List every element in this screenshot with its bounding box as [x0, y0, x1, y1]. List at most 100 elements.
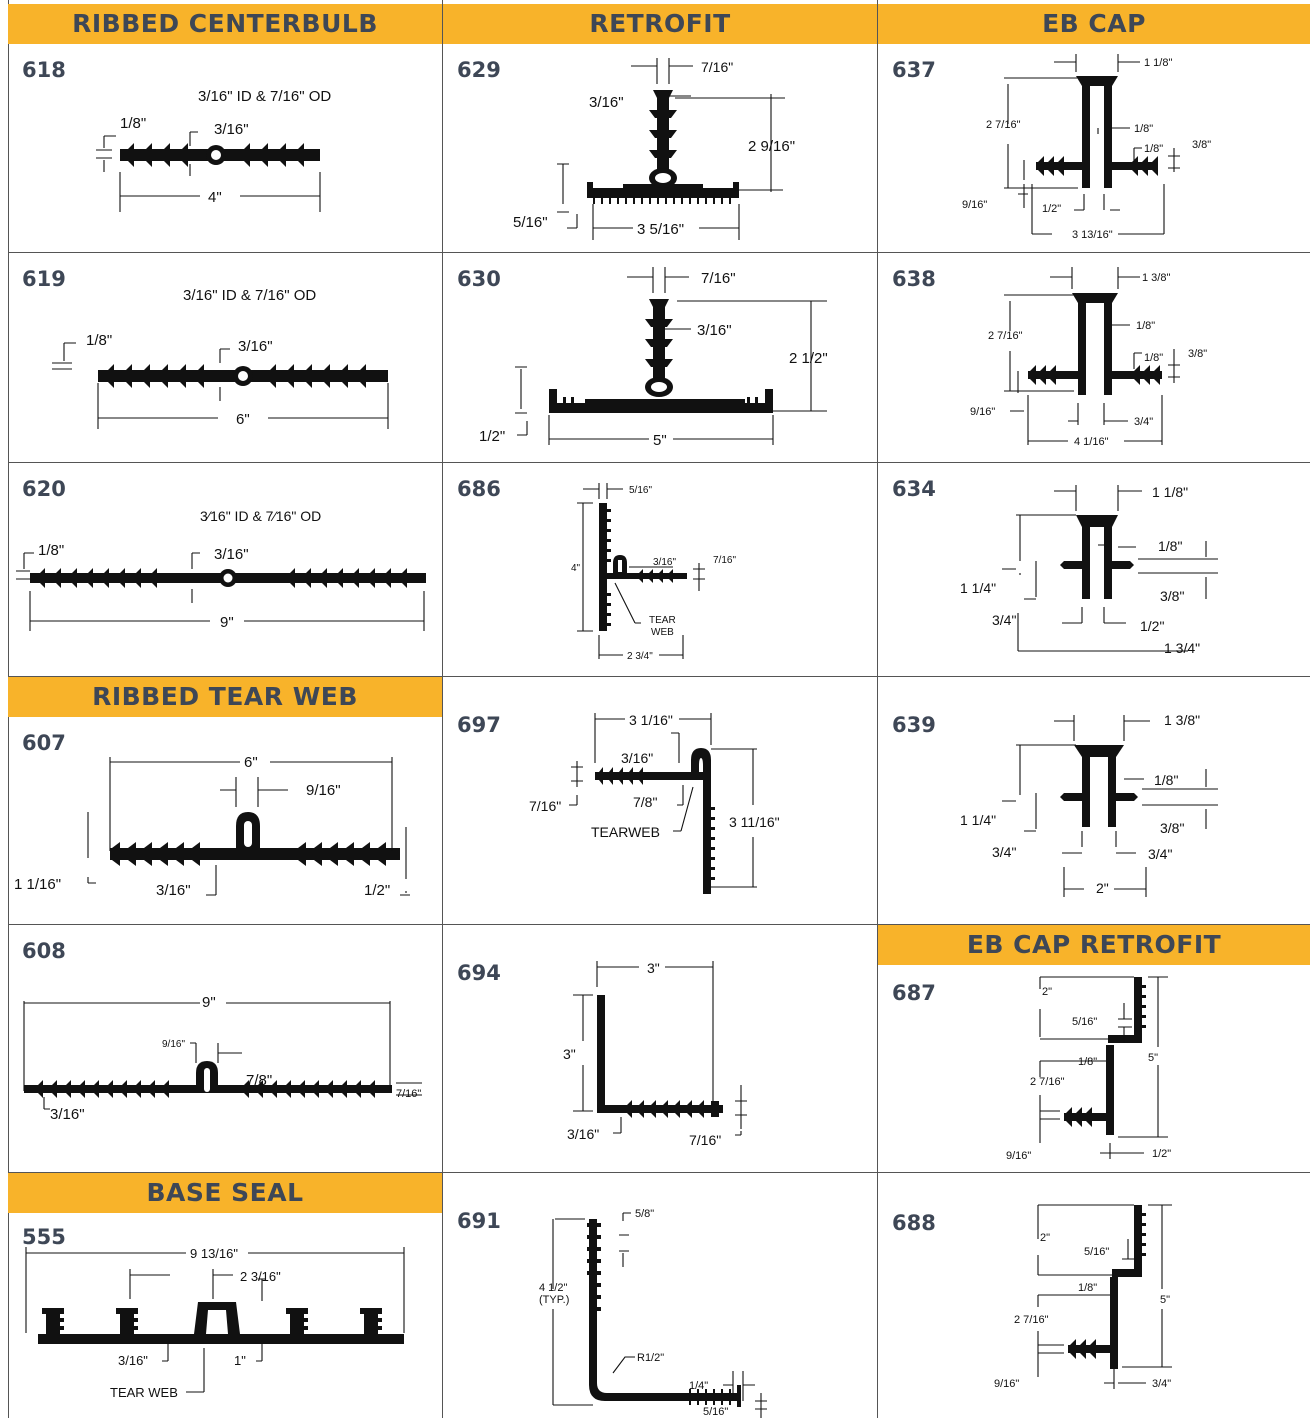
profile-618-drawing: 3/16" ID & 7/16" OD 1/8" 3/16" 4" [96, 88, 331, 212]
bulb-hole [651, 382, 667, 392]
dim-label: 1/4" [689, 1380, 708, 1392]
dim-label: 1/2" [1152, 1148, 1171, 1160]
dim-label: 3/8" [1160, 820, 1184, 836]
dimension-lines [23, 1001, 422, 1110]
dim-label: 1/2" [479, 428, 505, 445]
profile-697-drawing: 3 1/16" 3/16" 7/16" 7/8" TEARWEB 3 11/16… [529, 712, 780, 894]
profile-687-drawing: 2" 5/16" 1/8" 5" 2 7/16" 9/16" 1/2" [1006, 976, 1171, 1162]
product-code: 686 [457, 477, 501, 501]
dim-label: 3/16" [697, 322, 732, 339]
grid-line [8, 924, 1310, 925]
grid-line [8, 1172, 1310, 1173]
dim-label: 3 5/16" [637, 221, 684, 238]
dimension-lines [52, 342, 389, 429]
side-webs [1028, 371, 1162, 379]
dim-label: 3/4" [992, 844, 1016, 860]
dim-label: R1/2" [637, 1352, 664, 1364]
section-header-eb-cap-retrofit: EB CAP RETROFIT [878, 925, 1310, 965]
dim-label: 3 1/16" [629, 712, 673, 728]
base-teeth [689, 1385, 741, 1407]
dim-label: 3/16" [118, 1353, 148, 1368]
base-teeth [593, 198, 731, 204]
dimension-lines [96, 131, 321, 212]
dim-label: 1/8" [1078, 1056, 1097, 1068]
tear-web-hole [206, 1310, 228, 1334]
product-code: 697 [457, 713, 501, 737]
dim-label: 1 1/4" [960, 580, 996, 596]
profile-634-drawing: 1 1/8" 1/8" 1 1/4" 3/8" 3/4" 1/2" 1 3/4" [960, 484, 1218, 656]
dim-label: 3/16" [50, 1106, 85, 1123]
flange-teeth [1142, 1213, 1146, 1256]
dimension-lines [1039, 976, 1168, 1159]
dim-label: 9/16" [1006, 1150, 1031, 1162]
dim-label: 9/16" [962, 199, 987, 211]
product-code: 637 [892, 58, 936, 82]
dim-label: 2 3/4" [627, 651, 653, 662]
base-flange [587, 188, 739, 198]
product-code: 555 [22, 1225, 66, 1249]
profile-608-drawing: 9" 9/16" 7/8" 7/16" 3/16" [23, 994, 422, 1123]
horizontal-web [607, 573, 687, 579]
product-code: 691 [457, 1209, 501, 1233]
product-code: 608 [22, 939, 66, 963]
dim-label: 7/16" [689, 1132, 721, 1148]
product-620: 620 3⁄16" ID & 7⁄16" OD 1/8" 3/16" 9" [8, 463, 442, 676]
dim-label: 4" [571, 563, 581, 574]
product-code: 687 [892, 981, 936, 1005]
dim-label: 2 7/16" [1030, 1076, 1065, 1088]
product-637: 637 1 1/8" 2 7/16" 1/8" 1/8" 3/8" 9/16" … [878, 44, 1310, 252]
section-header-ribbed-centerbulb: RIBBED CENTERBULB [8, 4, 442, 44]
bulb-hole [238, 371, 248, 381]
base-flange [549, 403, 773, 413]
dim-label: 3/4" [1152, 1378, 1171, 1390]
dim-label: TEAR WEB [110, 1385, 178, 1400]
dim-label: 3/16" [621, 750, 653, 766]
dim-label: 9/16" [162, 1039, 185, 1050]
profile-629-drawing: 7/16" 3/16" 2 9/16" 5/16" 3 5/16" [513, 58, 795, 240]
dim-label: 5" [1160, 1294, 1170, 1306]
profile-694-drawing: 3" 3" 3/16" 7/16" [563, 960, 747, 1148]
dim-label: 6" [236, 411, 250, 428]
profile-ribs [40, 568, 407, 588]
grid-line [8, 676, 1310, 677]
dim-label: 1 1/8" [1144, 57, 1172, 69]
product-code: 688 [892, 1211, 936, 1235]
dim-label: 5/8" [635, 1208, 654, 1220]
dimension-lines [25, 1247, 405, 1393]
dim-label: 9" [220, 614, 234, 631]
product-687: 687 2" 5/16" 1/8" 5" 2 7/16" 9/16" 1/2" [878, 965, 1310, 1172]
section-header-ribbed-tear-web: RIBBED TEAR WEB [8, 677, 442, 717]
dim-label: 3 13/16" [1072, 229, 1113, 241]
dimension-lines [16, 552, 425, 631]
dim-label: 1 3/8" [1142, 272, 1170, 284]
cap-top [1076, 76, 1118, 86]
dim-label: 1" [234, 1353, 246, 1368]
cap-body [1068, 1277, 1118, 1369]
dim-label: 7/16" [529, 798, 561, 814]
dim-label: 3/16" [653, 557, 676, 568]
dim-label: 9/16" [306, 782, 341, 799]
profile-688-drawing: 2" 5/16" 1/8" 5" 2 7/16" 9/16" 3/4" [994, 1204, 1172, 1390]
dim-label: 2" [1040, 1232, 1050, 1244]
dim-label: 1/2" [1140, 618, 1164, 634]
product-697: 697 3 1/16" 3/16" 7/16" 7/8" TEARWEB 3 1… [443, 677, 877, 924]
dim-label: 3/4" [992, 612, 1016, 628]
bulb-hole [211, 150, 221, 160]
product-code: 629 [457, 58, 501, 82]
product-629: 629 7/16" 3/16" 2 9/16" 5/16" 3 5/16" [443, 44, 877, 252]
dim-label: 2 1/2" [789, 350, 828, 367]
base-stud [286, 1308, 308, 1334]
profile-ribs [112, 842, 386, 866]
product-607: 607 6" 9/16" 1 1/16" 3/16" 1/2" [8, 717, 442, 924]
dim-label: 3/16" [238, 338, 273, 355]
dim-label: 1/8" [1134, 123, 1153, 135]
dimension-lines [1004, 54, 1180, 235]
profile-ribs [38, 1080, 375, 1098]
cap-body [1064, 1045, 1114, 1135]
dim-label: 1 3/8" [1164, 712, 1200, 728]
web-ribs [1070, 1339, 1096, 1359]
dim-label: 3/8" [1188, 348, 1207, 360]
section-header-base-seal: BASE SEAL [8, 1173, 442, 1213]
product-code: 630 [457, 267, 501, 291]
section-header-eb-cap: EB CAP [878, 4, 1310, 44]
